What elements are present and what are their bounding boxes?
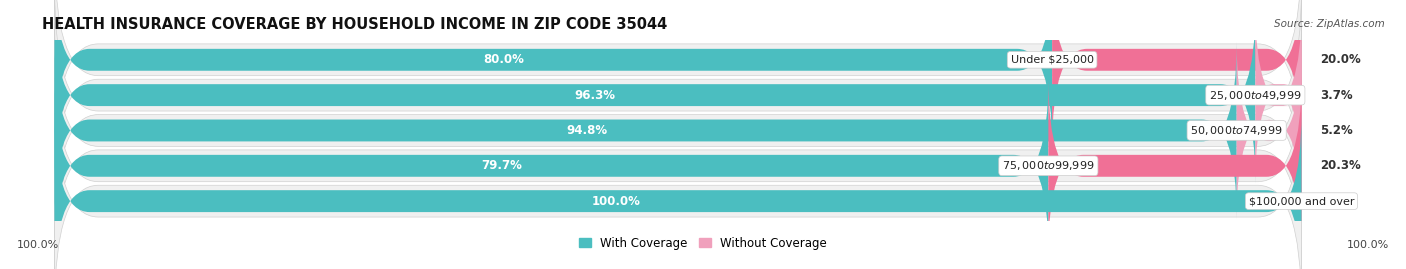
FancyBboxPatch shape (55, 0, 1302, 203)
FancyBboxPatch shape (55, 113, 1302, 269)
Text: 20.0%: 20.0% (1320, 53, 1361, 66)
Text: $50,000 to $74,999: $50,000 to $74,999 (1191, 124, 1282, 137)
Text: $75,000 to $99,999: $75,000 to $99,999 (1002, 159, 1095, 172)
FancyBboxPatch shape (55, 0, 1052, 148)
FancyBboxPatch shape (55, 58, 1302, 269)
FancyBboxPatch shape (55, 7, 1256, 183)
FancyBboxPatch shape (1049, 78, 1302, 254)
FancyBboxPatch shape (55, 93, 1302, 269)
Text: $100,000 and over: $100,000 and over (1249, 196, 1354, 206)
Text: 5.2%: 5.2% (1320, 124, 1353, 137)
Text: 20.3%: 20.3% (1320, 159, 1361, 172)
FancyBboxPatch shape (1256, 7, 1302, 183)
Text: 100.0%: 100.0% (592, 195, 640, 208)
Text: 96.3%: 96.3% (575, 89, 616, 102)
Text: 0.0%: 0.0% (1320, 195, 1353, 208)
FancyBboxPatch shape (1052, 0, 1302, 148)
Text: Under $25,000: Under $25,000 (1011, 55, 1094, 65)
Text: 100.0%: 100.0% (1347, 240, 1389, 250)
FancyBboxPatch shape (55, 43, 1237, 218)
Text: 3.7%: 3.7% (1320, 89, 1353, 102)
Legend: With Coverage, Without Coverage: With Coverage, Without Coverage (574, 232, 832, 254)
FancyBboxPatch shape (55, 78, 1049, 254)
Text: Source: ZipAtlas.com: Source: ZipAtlas.com (1274, 19, 1385, 29)
FancyBboxPatch shape (55, 0, 1302, 168)
Text: 79.7%: 79.7% (481, 159, 522, 172)
Text: 100.0%: 100.0% (17, 240, 59, 250)
FancyBboxPatch shape (55, 23, 1302, 238)
Text: HEALTH INSURANCE COVERAGE BY HOUSEHOLD INCOME IN ZIP CODE 35044: HEALTH INSURANCE COVERAGE BY HOUSEHOLD I… (42, 17, 668, 32)
Text: 94.8%: 94.8% (567, 124, 607, 137)
FancyBboxPatch shape (1237, 43, 1302, 218)
Text: $25,000 to $49,999: $25,000 to $49,999 (1209, 89, 1302, 102)
Text: 80.0%: 80.0% (484, 53, 524, 66)
